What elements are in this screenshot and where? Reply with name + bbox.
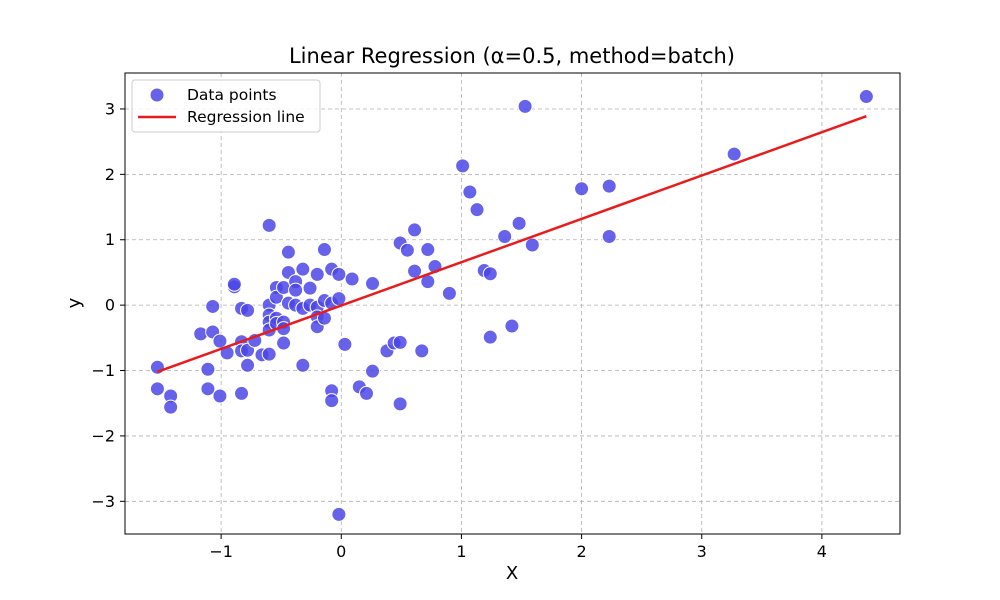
y-axis-label: y <box>64 297 85 308</box>
tick-layer: −1 0 1 2 3 4 −3 −2 −1 0 1 2 3 <box>91 99 827 561</box>
data-point <box>331 506 347 522</box>
y-tick-label: −3 <box>91 492 115 511</box>
x-tick-label: 4 <box>817 542 827 561</box>
data-point <box>149 381 165 397</box>
data-point <box>469 202 485 218</box>
data-point <box>392 334 408 350</box>
data-point <box>497 228 513 244</box>
data-point <box>407 222 423 238</box>
data-point <box>337 336 353 352</box>
data-point <box>295 357 311 373</box>
data-point <box>234 385 250 401</box>
data-point <box>226 276 242 292</box>
x-tick-label: 3 <box>697 542 707 561</box>
data-point <box>205 298 221 314</box>
data-point <box>511 215 527 231</box>
data-point <box>441 285 457 301</box>
y-tick-label: 0 <box>105 296 115 315</box>
x-tick-label: 1 <box>456 542 466 561</box>
data-point <box>295 261 311 277</box>
data-point <box>288 282 304 298</box>
data-point <box>365 276 381 292</box>
data-point <box>149 359 165 375</box>
legend: Data points Regression line <box>131 79 321 133</box>
data-point <box>482 266 498 282</box>
chart-title: Linear Regression (α=0.5, method=batch) <box>289 44 735 68</box>
data-point <box>858 89 874 105</box>
data-point <box>455 158 471 174</box>
data-point <box>399 242 415 258</box>
data-point <box>414 343 430 359</box>
regression-line-layer <box>157 114 867 374</box>
data-point <box>302 280 318 296</box>
data-point <box>240 357 256 373</box>
data-point <box>504 318 520 334</box>
x-tick-label: −1 <box>209 542 233 561</box>
legend-box <box>131 79 321 133</box>
legend-label-regression-line: Regression line <box>187 108 305 126</box>
y-tick-label: −2 <box>91 426 115 445</box>
regression-line <box>157 114 867 374</box>
data-point <box>462 184 478 200</box>
data-point <box>280 244 296 260</box>
data-point <box>240 302 256 318</box>
y-tick-label: 2 <box>105 165 115 184</box>
data-point <box>482 329 498 345</box>
data-point <box>392 396 408 412</box>
x-axis-label: X <box>506 563 518 584</box>
data-point <box>344 271 360 287</box>
x-tick-label: 0 <box>336 542 346 561</box>
data-point <box>359 385 375 401</box>
data-point <box>261 346 277 362</box>
data-points-layer <box>149 89 874 522</box>
data-point <box>420 242 436 258</box>
data-point <box>324 393 340 409</box>
data-point <box>365 363 381 379</box>
data-point <box>200 381 216 397</box>
plot-frame <box>124 72 901 535</box>
data-point <box>574 181 590 197</box>
data-point <box>212 388 228 404</box>
data-point <box>261 217 277 233</box>
data-point <box>517 98 533 114</box>
data-point <box>316 242 332 258</box>
data-point <box>276 335 292 351</box>
grid-layer <box>125 73 900 534</box>
data-point <box>524 237 540 253</box>
data-point <box>163 399 179 415</box>
data-point <box>200 361 216 377</box>
y-tick-label: −1 <box>91 361 115 380</box>
data-point <box>601 228 617 244</box>
y-tick-label: 1 <box>105 230 115 249</box>
data-point <box>309 266 325 282</box>
data-point <box>331 266 347 282</box>
x-tick-label: 2 <box>576 542 586 561</box>
legend-label-data-points: Data points <box>187 86 277 104</box>
data-point <box>726 146 742 162</box>
data-point <box>601 178 617 194</box>
y-tick-label: 3 <box>105 99 115 118</box>
legend-marker-data-points <box>149 87 165 103</box>
